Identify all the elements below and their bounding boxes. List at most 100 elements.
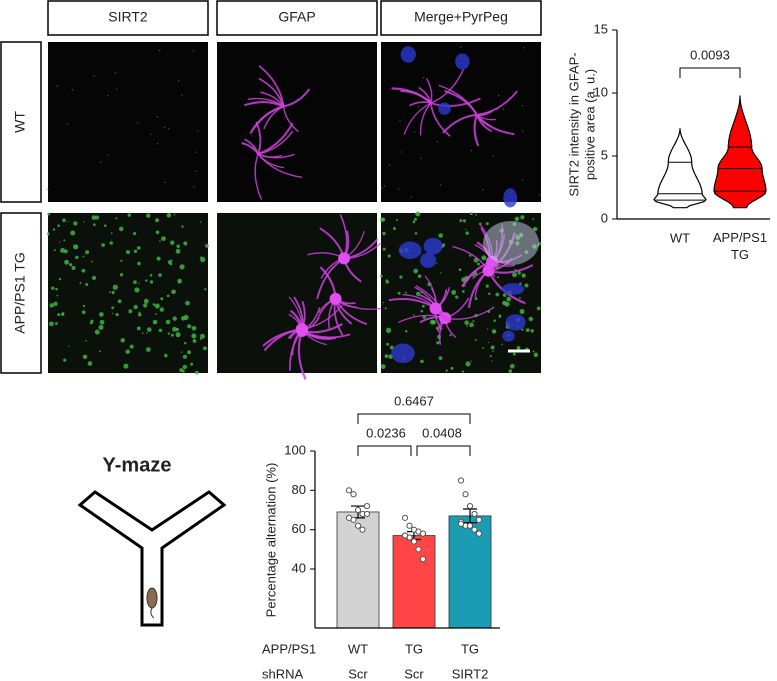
green-signal: [525, 328, 530, 333]
green-signal: [145, 332, 148, 334]
column-header-box: [47, 0, 209, 36]
green-signal: [120, 259, 123, 262]
green-signal: [163, 181, 166, 184]
green-signal: [175, 327, 179, 332]
green-signal: [125, 349, 130, 354]
green-signal: [51, 286, 55, 290]
green-signal: [472, 274, 475, 277]
nucleus: [423, 237, 443, 255]
green-signal: [115, 217, 118, 220]
green-signal: [175, 248, 181, 254]
green-signal: [158, 273, 162, 277]
green-signal: [502, 108, 505, 110]
green-signal: [183, 241, 188, 246]
green-signal: [521, 328, 524, 331]
green-signal: [173, 213, 176, 216]
data-point: [354, 506, 362, 514]
green-signal: [158, 49, 161, 52]
green-signal: [172, 316, 177, 321]
green-signal: [87, 361, 93, 366]
gfap-soma: [429, 302, 442, 315]
green-signal: [115, 88, 118, 90]
green-signal: [47, 212, 51, 216]
green-signal: [516, 346, 521, 350]
gfap-process: [244, 100, 284, 108]
green-signal: [528, 316, 534, 322]
green-signal: [420, 359, 424, 364]
green-signal: [134, 287, 140, 293]
green-signal: [82, 304, 86, 308]
green-signal: [119, 273, 124, 277]
data-point: [410, 538, 418, 545]
green-signal: [172, 326, 177, 332]
gfap-process: [258, 77, 285, 107]
green-signal: [490, 345, 495, 350]
data-point: [350, 491, 357, 498]
green-signal: [93, 74, 95, 77]
x-tick-label: TG: [461, 641, 479, 656]
green-signal: [193, 186, 195, 189]
green-signal: [192, 50, 195, 52]
green-signal: [99, 312, 104, 317]
gfap-process: [257, 153, 295, 159]
data-point: [350, 516, 357, 523]
green-signal: [383, 185, 386, 187]
green-signal: [442, 243, 446, 247]
data-point: [363, 502, 371, 510]
green-signal: [83, 221, 85, 223]
green-signal: [380, 364, 386, 369]
micrograph-bg: [217, 42, 377, 202]
green-signal: [508, 369, 513, 373]
data-point: [419, 530, 427, 537]
gfap-soma: [338, 252, 351, 265]
green-signal: [523, 47, 525, 49]
green-signal: [417, 106, 420, 108]
green-signal: [469, 322, 474, 328]
green-signal: [533, 226, 538, 232]
green-signal: [98, 350, 101, 353]
green-signal: [475, 213, 477, 216]
green-signal: [60, 248, 66, 253]
green-signal: [143, 298, 149, 304]
green-signal: [98, 324, 104, 330]
green-signal: [465, 231, 469, 235]
green-signal: [146, 327, 152, 333]
green-signal: [82, 354, 88, 360]
green-signal: [415, 211, 421, 217]
green-signal: [410, 196, 412, 198]
green-signal: [438, 356, 443, 360]
green-signal: [470, 150, 473, 152]
green-signal: [533, 352, 539, 358]
green-signal: [465, 228, 467, 230]
green-signal: [133, 280, 137, 284]
green-signal: [485, 222, 489, 226]
gfap-process: [442, 113, 478, 134]
green-signal: [158, 328, 163, 333]
green-signal: [145, 279, 148, 282]
significance-bracket: [679, 67, 741, 78]
green-signal: [156, 143, 159, 145]
green-signal: [445, 369, 448, 372]
gfap-process: [425, 78, 433, 104]
green-signal: [202, 346, 207, 351]
y-tick-label: 10: [594, 84, 608, 99]
green-signal: [481, 255, 487, 261]
green-signal: [382, 231, 386, 236]
green-signal: [176, 244, 180, 248]
green-signal: [404, 291, 407, 294]
micrograph: [46, 212, 209, 375]
column-header-box: [380, 0, 542, 36]
green-signal: [200, 256, 206, 263]
green-signal: [438, 233, 444, 238]
green-signal: [462, 219, 467, 223]
green-signal: [63, 358, 67, 362]
data-point: [466, 522, 474, 529]
green-signal: [493, 319, 496, 322]
micrograph-bg: [48, 42, 208, 202]
green-signal: [420, 157, 422, 160]
green-signal: [386, 342, 390, 346]
green-signal: [91, 215, 97, 220]
green-signal: [166, 213, 172, 218]
